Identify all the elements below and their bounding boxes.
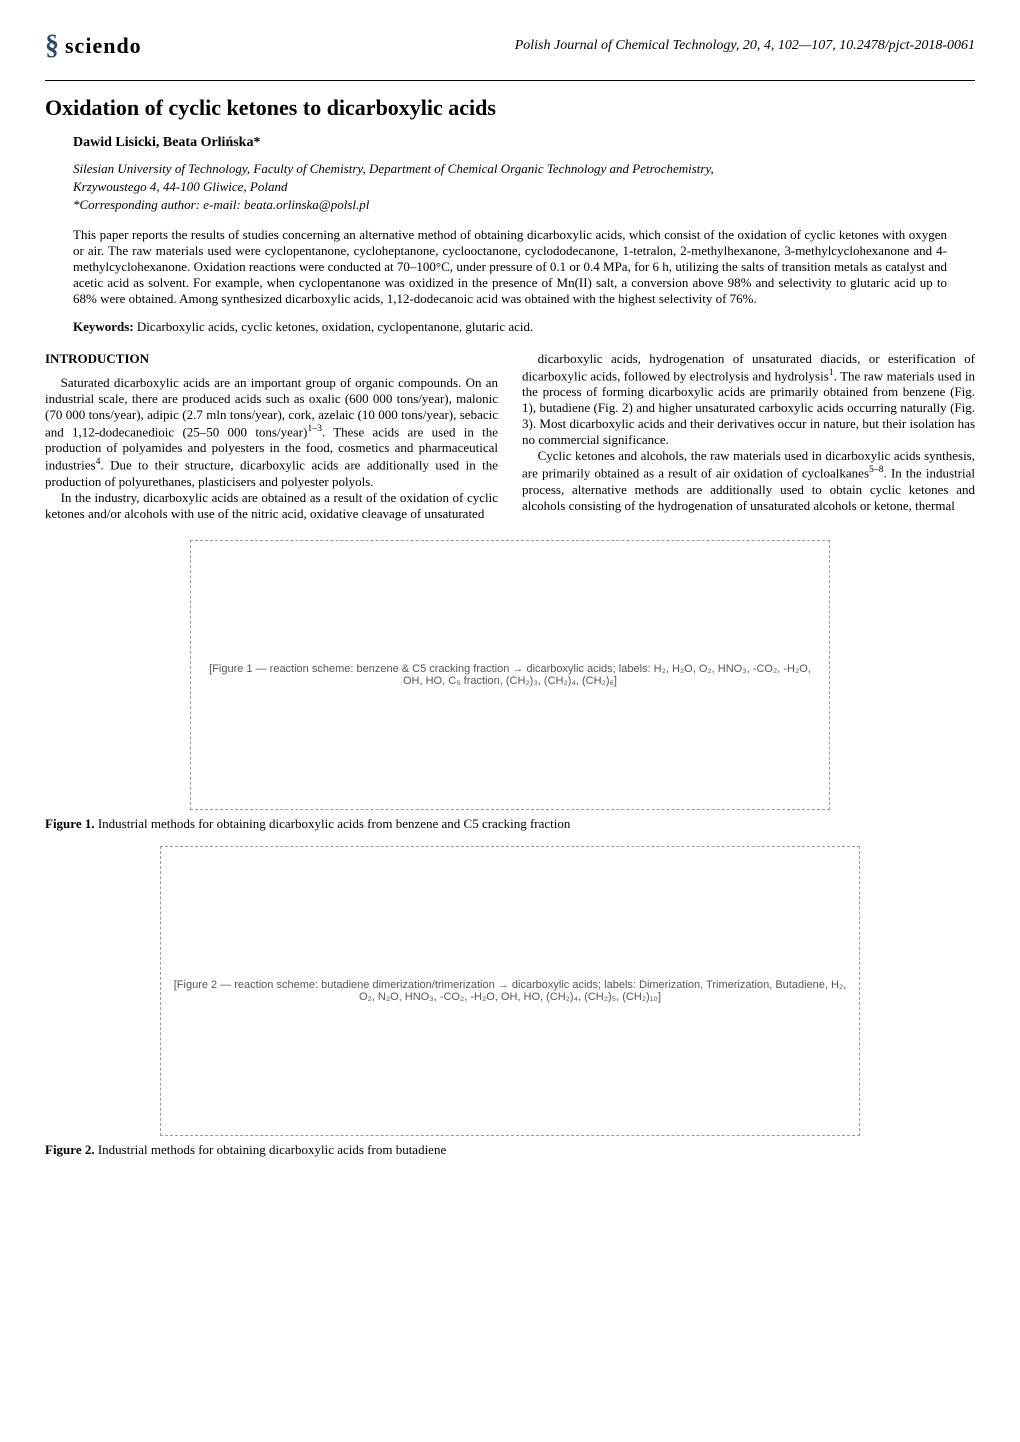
body-columns: INTRODUCTION Saturated dicarboxylic acid… (45, 351, 975, 522)
citation-1-3: 1–3 (307, 423, 322, 434)
keywords-text: Dicarboxylic acids, cyclic ketones, oxid… (134, 319, 534, 334)
article-title: Oxidation of cyclic ketones to dicarboxy… (45, 95, 975, 121)
figure-2-caption-text: Industrial methods for obtaining dicarbo… (95, 1142, 447, 1157)
publisher-logo: § sciendo (45, 30, 142, 62)
journal-reference: Polish Journal of Chemical Technology, 2… (515, 38, 975, 54)
figure-2-wrap: [Figure 2 — reaction scheme: butadiene d… (45, 846, 975, 1136)
intro-paragraph-1: Saturated dicarboxylic acids are an impo… (45, 375, 498, 490)
figure-1-caption: Figure 1. Industrial methods for obtaini… (45, 816, 975, 832)
corresponding-author: *Corresponding author: e-mail: beata.orl… (73, 197, 975, 213)
affiliation-line-1: Silesian University of Technology, Facul… (73, 161, 975, 177)
figure-2-placeholder-text: [Figure 2 — reaction scheme: butadiene d… (169, 979, 851, 1003)
figure-1-caption-label: Figure 1. (45, 816, 95, 831)
intro-p1-text-c: . Due to their structure, dicarboxylic a… (45, 458, 498, 489)
abstract: This paper reports the results of studie… (73, 227, 947, 307)
intro-paragraph-2: In the industry, dicarboxylic acids are … (45, 490, 498, 522)
figure-1-placeholder-text: [Figure 1 — reaction scheme: benzene & C… (199, 663, 821, 687)
citation-5-8: 5–8 (869, 464, 884, 475)
intro-paragraph-3: dicarboxylic acids, hydrogenation of uns… (522, 351, 975, 448)
logo-text: sciendo (65, 33, 142, 59)
right-column: dicarboxylic acids, hydrogenation of uns… (522, 351, 975, 522)
figure-1-caption-text: Industrial methods for obtaining dicarbo… (95, 816, 571, 831)
figure-2-caption: Figure 2. Industrial methods for obtaini… (45, 1142, 975, 1158)
keywords-label: Keywords: (73, 319, 134, 334)
affiliation-line-2: Krzywoustego 4, 44-100 Gliwice, Poland (73, 179, 975, 195)
intro-paragraph-4: Cyclic ketones and alcohols, the raw mat… (522, 448, 975, 513)
logo-mark-icon: § (45, 30, 59, 62)
header-row: § sciendo Polish Journal of Chemical Tec… (45, 30, 975, 62)
figure-2-caption-label: Figure 2. (45, 1142, 95, 1157)
keywords-line: Keywords: Dicarboxylic acids, cyclic ket… (73, 319, 975, 335)
header-rule (45, 80, 975, 81)
authors: Dawid Lisicki, Beata Orlińska* (73, 135, 975, 151)
figure-2-scheme: [Figure 2 — reaction scheme: butadiene d… (160, 846, 860, 1136)
figure-1-wrap: [Figure 1 — reaction scheme: benzene & C… (45, 540, 975, 810)
left-column: INTRODUCTION Saturated dicarboxylic acid… (45, 351, 498, 522)
section-heading-introduction: INTRODUCTION (45, 351, 498, 367)
figure-1-scheme: [Figure 1 — reaction scheme: benzene & C… (190, 540, 830, 810)
